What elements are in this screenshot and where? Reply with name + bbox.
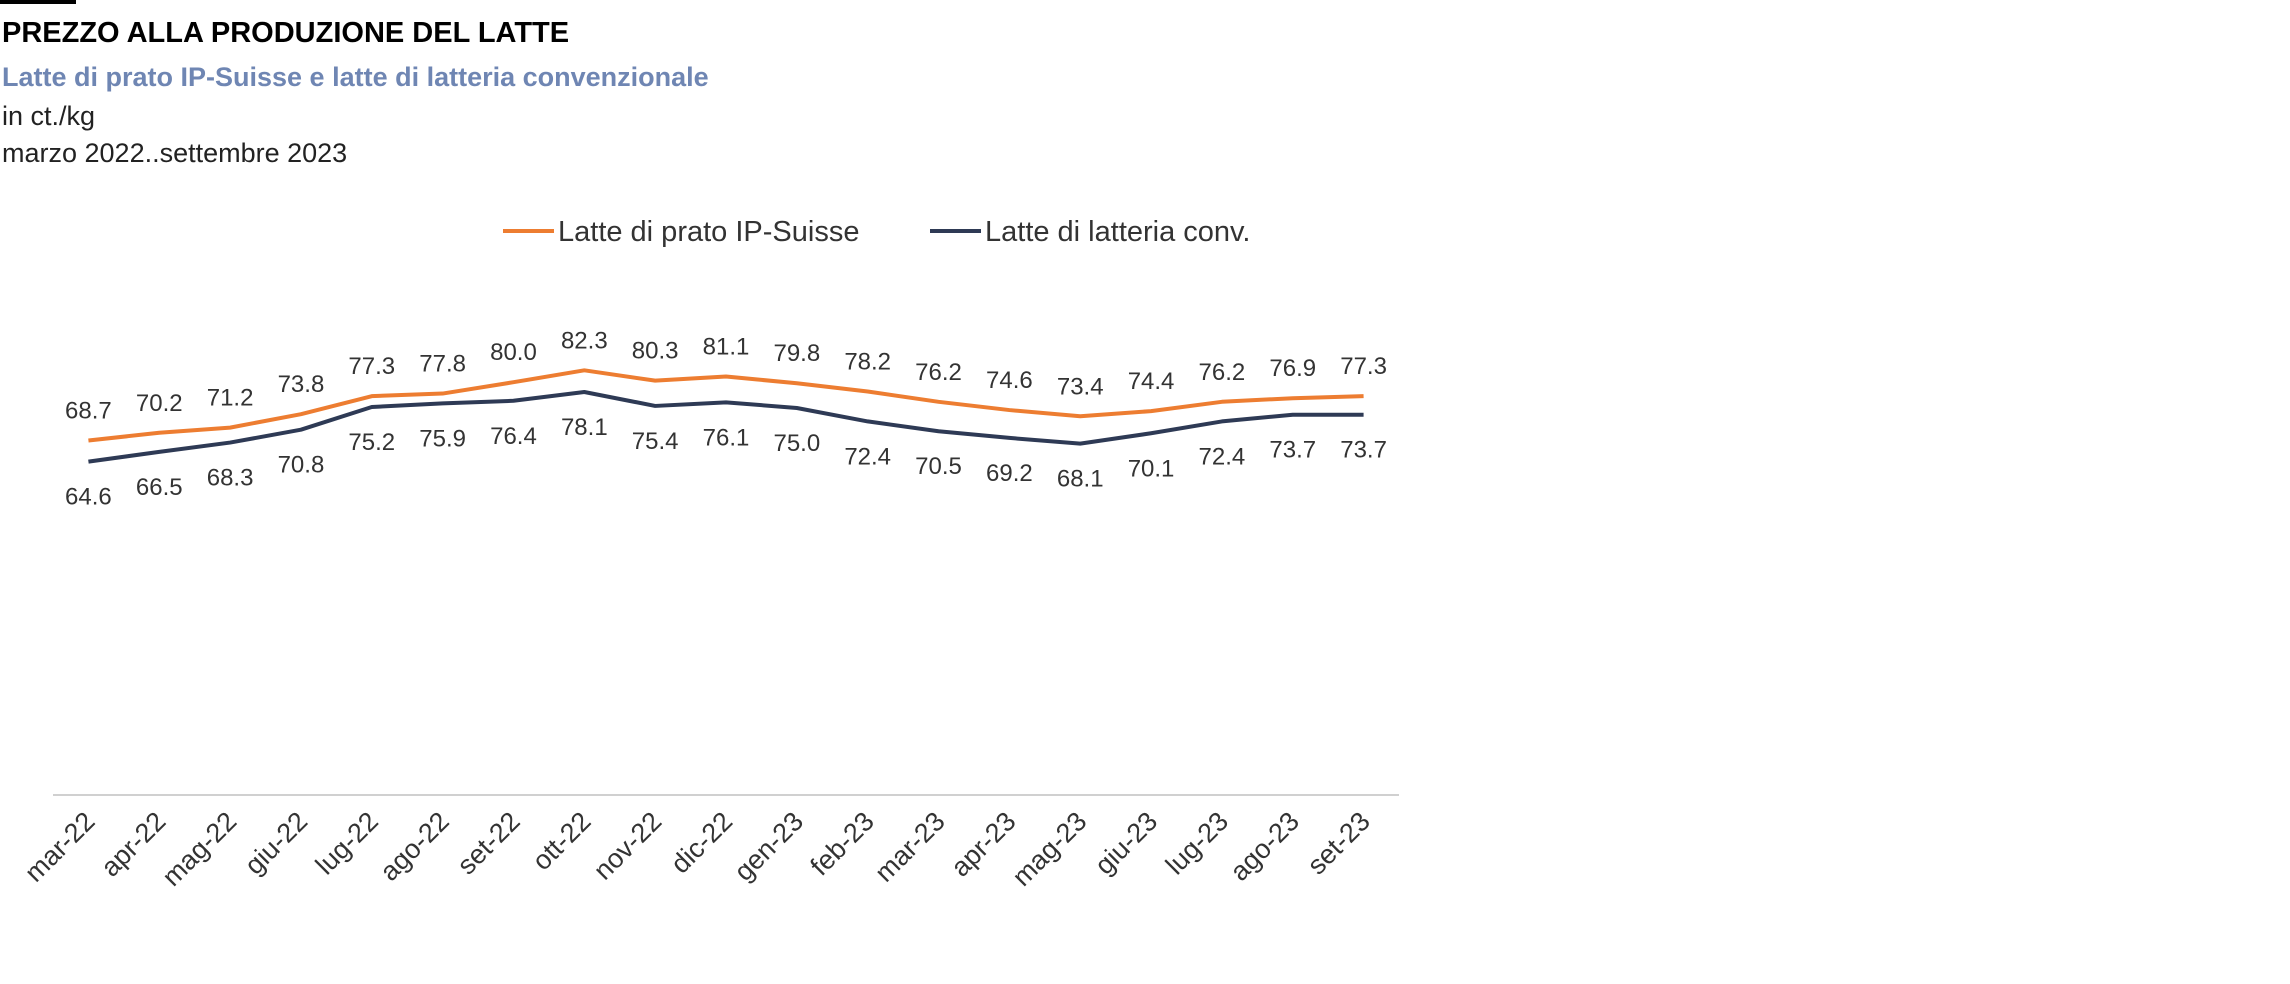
title-accent <box>0 0 76 4</box>
series-line <box>88 390 1364 464</box>
data-label: 75.0 <box>773 430 820 457</box>
series-line <box>88 368 1364 443</box>
data-label: 76.2 <box>1199 359 1246 386</box>
data-label: 75.9 <box>419 425 466 452</box>
period-label: marzo 2022..settembre 2023 <box>2 138 347 168</box>
x-tick-label: mag-22 <box>156 806 242 892</box>
x-tick-label: ago-22 <box>374 806 455 887</box>
data-label: 73.7 <box>1340 437 1387 464</box>
x-tick-label: mar-22 <box>19 806 101 888</box>
x-tick-label: mar-23 <box>869 806 951 888</box>
x-tick-label: gen-23 <box>728 806 809 887</box>
x-tick-label: dic-22 <box>665 806 738 879</box>
data-label: 75.4 <box>632 428 679 455</box>
unit-label: in ct./kg <box>2 101 95 131</box>
data-label: 75.2 <box>348 429 395 456</box>
legend-label: Latte di prato IP-Suisse <box>558 216 859 248</box>
data-label: 77.8 <box>419 351 466 378</box>
legend-label: Latte di latteria conv. <box>985 216 1250 248</box>
x-tick-label: set-23 <box>1302 806 1376 880</box>
data-label: 72.4 <box>844 443 891 470</box>
data-label: 70.1 <box>1128 455 1175 482</box>
data-label: 80.0 <box>490 339 537 366</box>
x-tick-label: set-22 <box>451 806 525 880</box>
data-label: 66.5 <box>136 474 183 501</box>
x-tick-label: feb-23 <box>805 806 880 881</box>
data-label: 68.3 <box>207 465 254 492</box>
data-label: 76.1 <box>703 424 750 451</box>
data-label: 79.8 <box>773 340 820 367</box>
x-tick-label: nov-22 <box>588 806 668 886</box>
data-label: 70.5 <box>915 453 962 480</box>
data-label: 73.8 <box>278 371 325 398</box>
data-label: 64.6 <box>65 484 112 511</box>
data-label: 77.3 <box>1340 353 1387 380</box>
data-label: 72.4 <box>1199 443 1246 470</box>
data-label: 68.1 <box>1057 466 1104 493</box>
x-tick-label: lug-22 <box>310 806 384 880</box>
x-tick-label: giu-22 <box>239 806 313 880</box>
data-label: 80.3 <box>632 338 679 365</box>
data-label: 68.7 <box>65 398 112 425</box>
data-label: 78.2 <box>844 348 891 375</box>
data-label: 74.6 <box>986 367 1033 394</box>
data-label: 76.9 <box>1269 355 1316 382</box>
data-label: 73.7 <box>1269 437 1316 464</box>
data-label: 77.3 <box>348 353 395 380</box>
data-label: 74.4 <box>1128 368 1175 395</box>
data-label: 73.4 <box>1057 373 1104 400</box>
x-tick-label: ago-23 <box>1224 806 1305 887</box>
data-label: 78.1 <box>561 414 608 441</box>
data-label: 70.8 <box>278 452 325 479</box>
chart-subtitle: Latte di prato IP-Suisse e latte di latt… <box>2 62 709 92</box>
x-tick-label: ott-22 <box>527 806 597 876</box>
x-tick-label: lug-23 <box>1160 806 1234 880</box>
data-label: 70.2 <box>136 390 183 417</box>
data-label: 82.3 <box>561 327 608 354</box>
data-label: 81.1 <box>703 334 750 361</box>
x-tick-label: mag-23 <box>1007 806 1093 892</box>
data-label: 69.2 <box>986 460 1033 487</box>
data-label: 76.2 <box>915 359 962 386</box>
data-label: 71.2 <box>207 385 254 412</box>
chart-title: PREZZO ALLA PRODUZIONE DEL LATTE <box>2 17 569 49</box>
x-tick-label: giu-23 <box>1089 806 1163 880</box>
data-label: 76.4 <box>490 423 537 450</box>
